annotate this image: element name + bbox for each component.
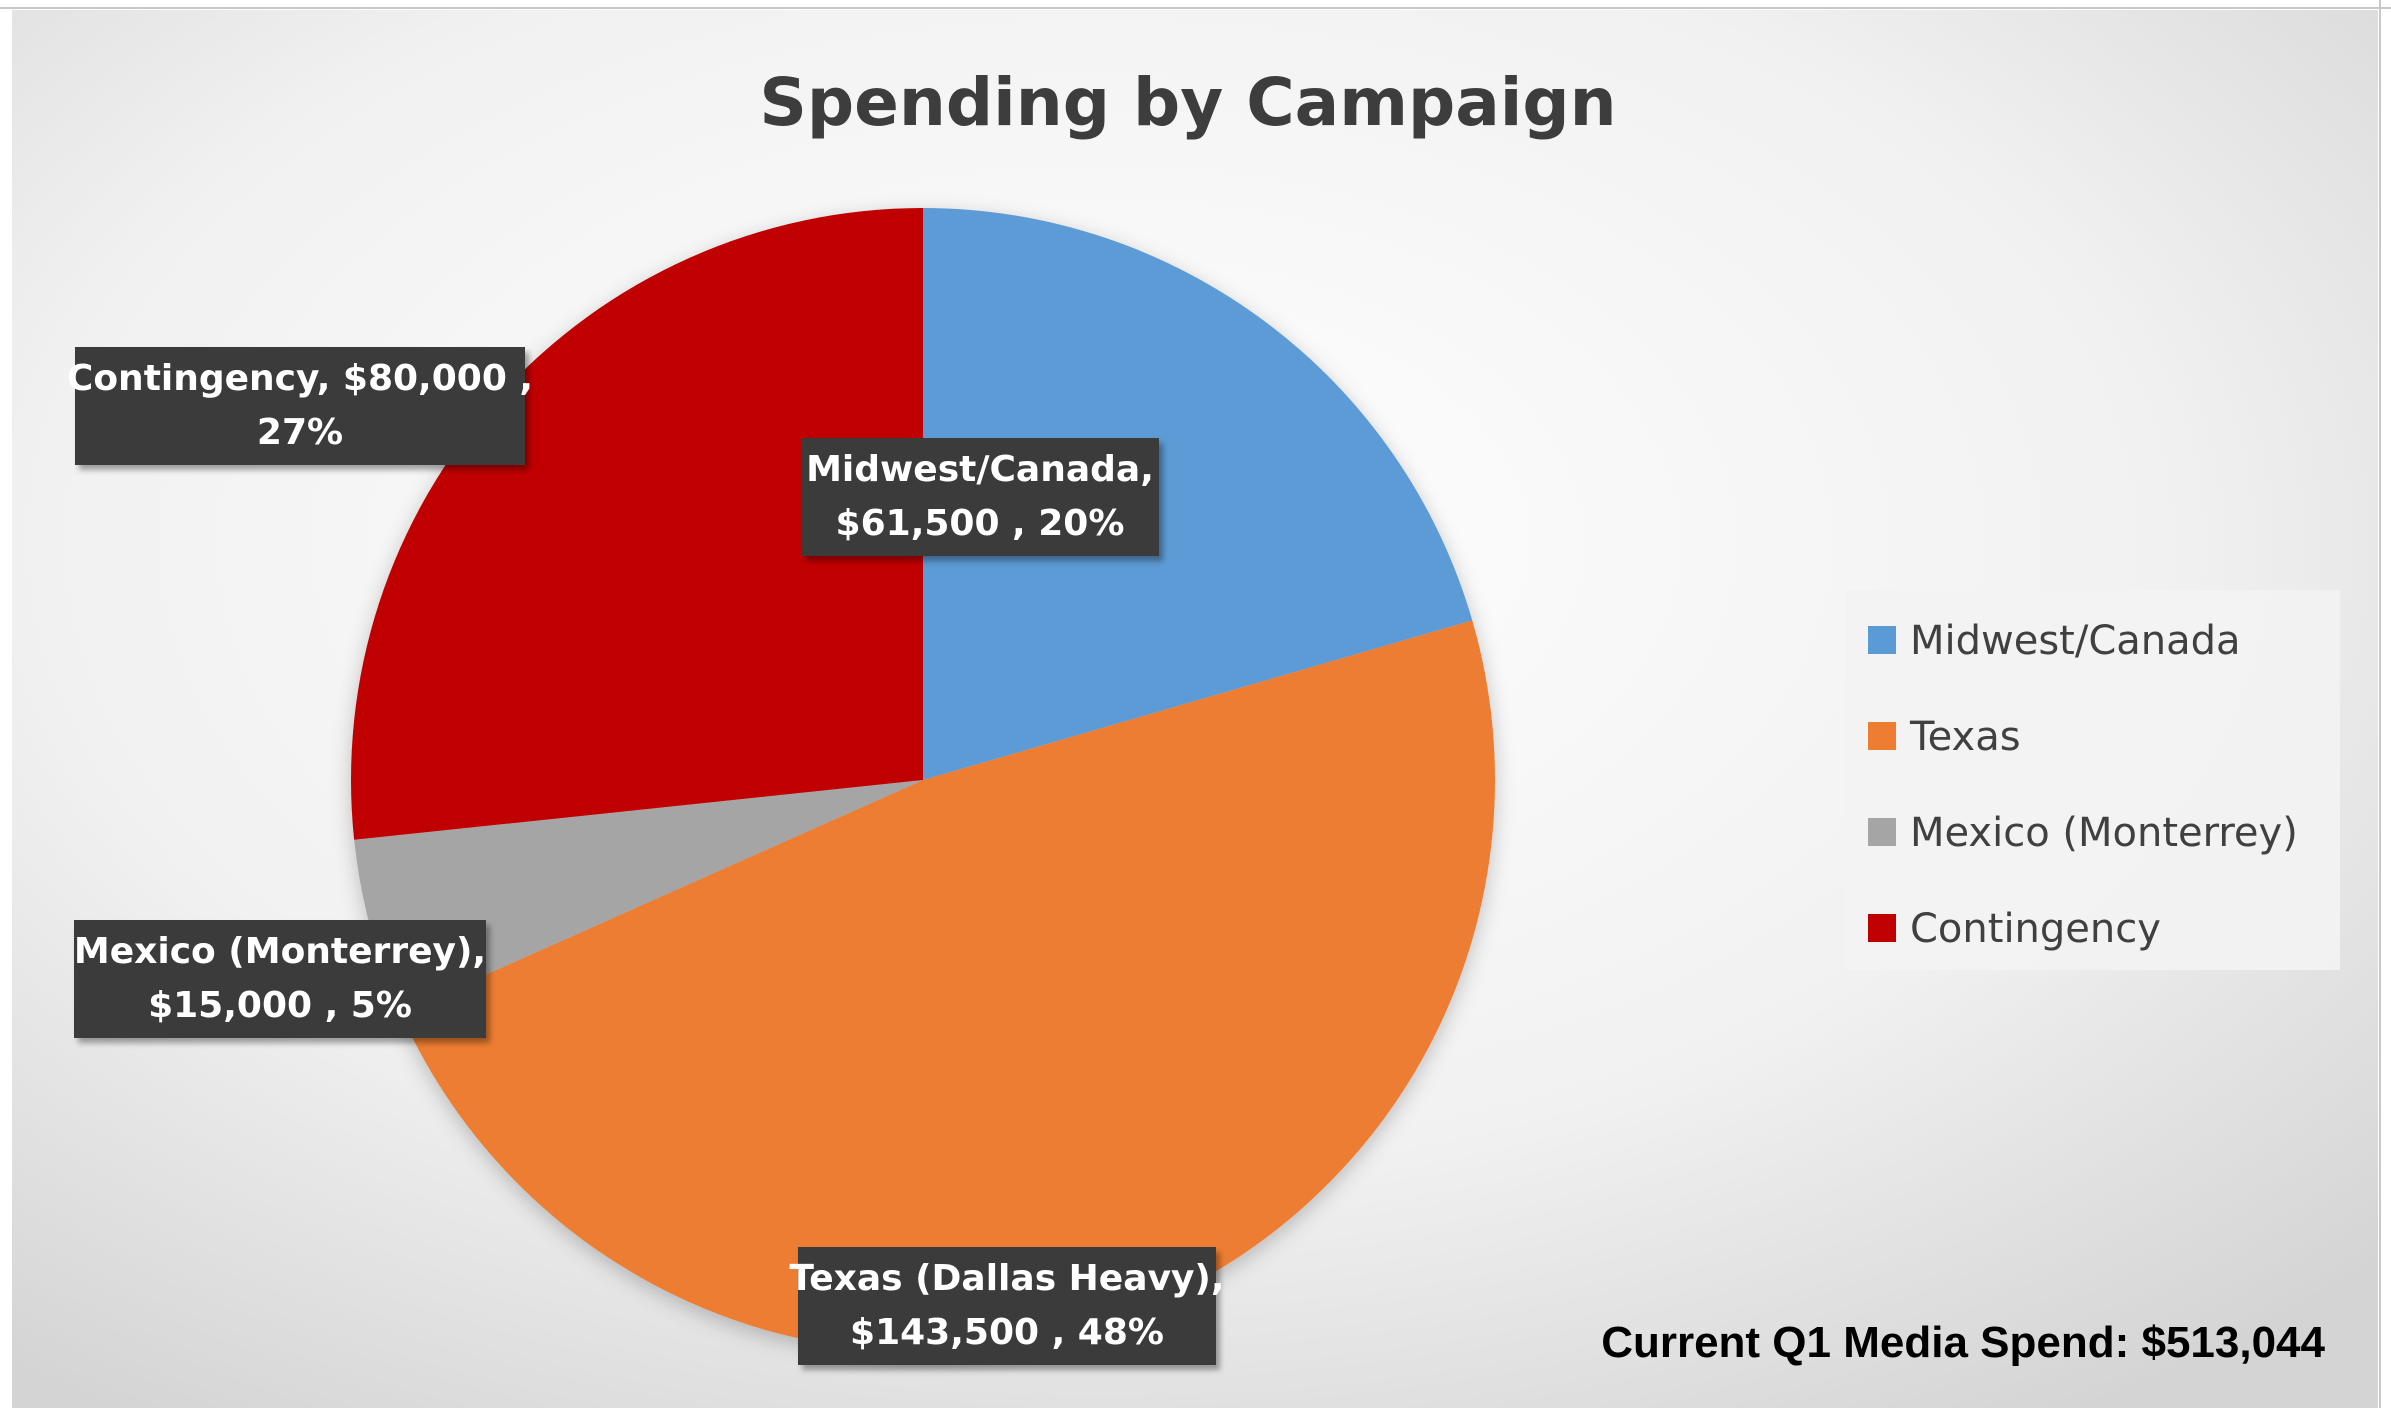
legend-entry-contingency: Contingency (1868, 906, 2161, 952)
data-label-midwest-canada: Midwest/Canada, $61,500 , 20% (801, 438, 1159, 556)
data-label-line: $143,500 , 48% (850, 1312, 1164, 1353)
data-label-box (801, 438, 1159, 556)
pie-slice-midwest-canada (923, 208, 1473, 780)
data-label-box (75, 347, 525, 465)
data-label-mexico-monterrey: Mexico (Monterrey), $15,000 , 5% (74, 920, 486, 1038)
data-label-texas: Texas (Dallas Heavy), $143,500 , 48% (789, 1247, 1225, 1365)
legend-swatch (1868, 818, 1896, 846)
legend-entry-mexico-monterrey: Mexico (Monterrey) (1868, 810, 2298, 856)
data-label-box (74, 920, 486, 1038)
chart-title: Spending by Campaign (759, 64, 1616, 141)
legend-entry-midwest-canada: Midwest/Canada (1868, 618, 2241, 664)
data-label-line: Mexico (Monterrey), (74, 931, 486, 972)
legend-swatch (1868, 722, 1896, 750)
footnote-text: Current Q1 Media Spend: $513,044 (1601, 1318, 2325, 1367)
data-label-line: $61,500 , 20% (836, 503, 1125, 544)
pie-slice-contingency (351, 208, 923, 840)
legend-label: Contingency (1910, 906, 2161, 952)
data-label-line: 27% (257, 412, 343, 453)
legend-swatch (1868, 626, 1896, 654)
data-label-contingency: Contingency, $80,000 , 27% (67, 347, 533, 465)
data-labels: Midwest/Canada, $61,500 , 20% Texas (Dalla… (67, 347, 1225, 1365)
legend-label: Mexico (Monterrey) (1910, 810, 2298, 856)
legend-label: Texas (1909, 714, 2021, 760)
data-label-line: Contingency, $80,000 , (67, 358, 533, 399)
legend-label: Midwest/Canada (1910, 618, 2241, 664)
pie-slice-texas (400, 620, 1495, 1352)
legend-box (1845, 590, 2340, 970)
data-label-line: Texas (Dallas Heavy), (789, 1258, 1224, 1299)
pie (351, 208, 1495, 1352)
legend-entry-texas: Texas (1868, 714, 2021, 760)
data-label-box (798, 1247, 1216, 1365)
data-label-line: Midwest/Canada, (806, 449, 1154, 490)
legend-swatch (1868, 914, 1896, 942)
legend: Midwest/Canada Texas Mexico (Monterrey) Con… (1845, 590, 2340, 970)
data-label-line: $15,000 , 5% (148, 985, 412, 1026)
pie-slice-mexico-monterrey (354, 780, 923, 1013)
